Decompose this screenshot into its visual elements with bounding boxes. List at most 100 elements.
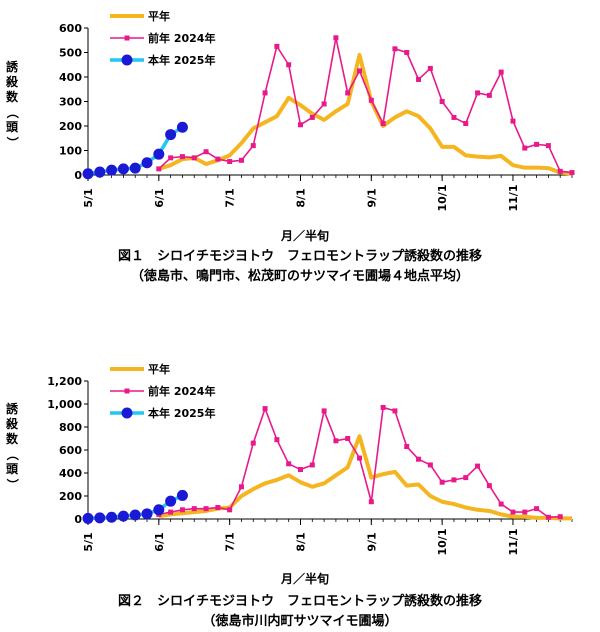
data-point: [153, 148, 165, 160]
y-tick-label: 1,000: [47, 398, 82, 411]
series-line: [158, 406, 561, 519]
legend-label: 平年: [148, 9, 170, 23]
data-point: [165, 129, 177, 141]
data-point: [427, 462, 433, 468]
figure-1-title: 図１ シロイチモジヨトウ フェロモントラップ誘殺数の推移: [117, 249, 482, 264]
x-tick-label: 9/1: [365, 188, 378, 207]
data-point: [451, 477, 457, 483]
x-tick-label: 5/1: [82, 188, 95, 207]
data-point: [345, 436, 351, 441]
data-point: [333, 35, 339, 41]
legend-label: 本年 2025年: [148, 406, 215, 420]
data-point: [545, 143, 551, 149]
data-point: [274, 437, 280, 443]
data-point: [117, 510, 129, 522]
x-axis-label: 月／半旬: [280, 229, 329, 243]
data-point: [262, 406, 268, 412]
data-point: [404, 50, 410, 55]
data-point: [463, 475, 469, 481]
x-tick-label: 8/1: [294, 532, 307, 551]
data-point: [297, 467, 303, 473]
data-point: [94, 512, 106, 524]
data-point: [227, 507, 233, 513]
x-tick-label: 7/1: [224, 532, 237, 551]
data-point: [345, 90, 351, 96]
data-point: [165, 495, 177, 507]
x-tick-label: 10/1: [436, 529, 449, 556]
data-point: [168, 155, 174, 161]
data-point: [176, 121, 188, 133]
data-point: [545, 514, 551, 520]
chart-1: 誘殺数（頭） 0 100 200 300 400 500 600 5/1 6/1 7/1 8/1 9/…: [0, 0, 600, 300]
data-point: [357, 68, 363, 74]
x-tick-label: 11/1: [507, 185, 520, 212]
data-point: [321, 101, 327, 107]
data-point: [250, 440, 256, 446]
data-point: [321, 408, 327, 414]
data-point: [203, 506, 209, 512]
data-point: [286, 62, 292, 68]
data-point: [286, 461, 292, 467]
y-tick-label: 100: [59, 145, 82, 158]
data-point: [176, 489, 188, 501]
x-axis-label: 月／半旬: [280, 572, 329, 586]
chart-2: 誘殺数（頭） 0 200 400 600 800 1,000 1,200 5/1 6/1 7/1 8…: [0, 330, 600, 630]
data-point: [522, 145, 528, 151]
data-point: [227, 159, 233, 165]
data-point: [475, 463, 481, 469]
data-point: [238, 484, 244, 490]
figure-1-subtitle: （徳島市、鳴門市、松茂町のサツマイモ圃場４地点平均）: [130, 269, 469, 284]
data-point: [368, 499, 374, 505]
series-line: [158, 36, 573, 174]
data-point: [141, 508, 153, 520]
data-point: [486, 92, 492, 98]
data-point: [309, 114, 315, 120]
legend-marker: [124, 388, 130, 394]
data-point: [262, 90, 268, 96]
data-point: [106, 164, 118, 176]
data-point: [522, 509, 528, 515]
data-point: [82, 512, 94, 524]
chart-2-svg: 0 200 400 600 800 1,000 1,200 5/1 6/1 7/1 8/1 9/1 10…: [47, 362, 573, 556]
y-axis-label: 誘殺数（頭）: [5, 402, 20, 491]
legend-label: 前年 2024年: [148, 31, 215, 45]
y-axis-label: 誘殺数（頭）: [5, 60, 20, 149]
data-point: [297, 122, 303, 128]
data-point: [534, 506, 540, 512]
data-point: [380, 121, 386, 127]
y-tick-label: 1,200: [47, 375, 82, 388]
figure-2-caption: 図２ シロイチモジヨトウ フェロモントラップ誘殺数の推移 （徳島市川内町サツマイ…: [0, 592, 600, 632]
legend-marker: [121, 54, 133, 66]
series-line: [158, 52, 573, 176]
x-tick-label: 5/1: [82, 532, 95, 551]
data-point: [179, 507, 185, 513]
data-point: [380, 404, 386, 410]
y-tick-label: 0: [74, 513, 82, 526]
data-point: [106, 511, 118, 523]
data-point: [557, 514, 563, 520]
data-point: [404, 444, 410, 450]
x-tick-label: 10/1: [436, 185, 449, 212]
data-point: [510, 118, 516, 124]
x-tick-label: 6/1: [153, 188, 166, 207]
data-point: [357, 455, 363, 461]
y-tick-label: 400: [59, 71, 82, 84]
data-point: [153, 504, 165, 516]
x-tick-label: 8/1: [294, 188, 307, 207]
figure-2-title: 図２ シロイチモジヨトウ フェロモントラップ誘殺数の推移: [117, 594, 482, 609]
data-point: [215, 505, 221, 510]
y-tick-label: 300: [59, 96, 82, 109]
data-point: [534, 141, 540, 147]
data-point: [179, 154, 185, 160]
data-point: [498, 501, 504, 507]
data-point: [416, 76, 422, 82]
data-point: [510, 509, 516, 515]
data-point: [250, 143, 256, 149]
data-point: [475, 90, 481, 96]
data-point: [427, 65, 433, 71]
y-tick-label: 600: [59, 22, 82, 35]
data-point: [392, 46, 398, 52]
x-tick-label: 9/1: [365, 532, 378, 551]
data-point: [463, 121, 469, 127]
data-point: [451, 114, 457, 120]
